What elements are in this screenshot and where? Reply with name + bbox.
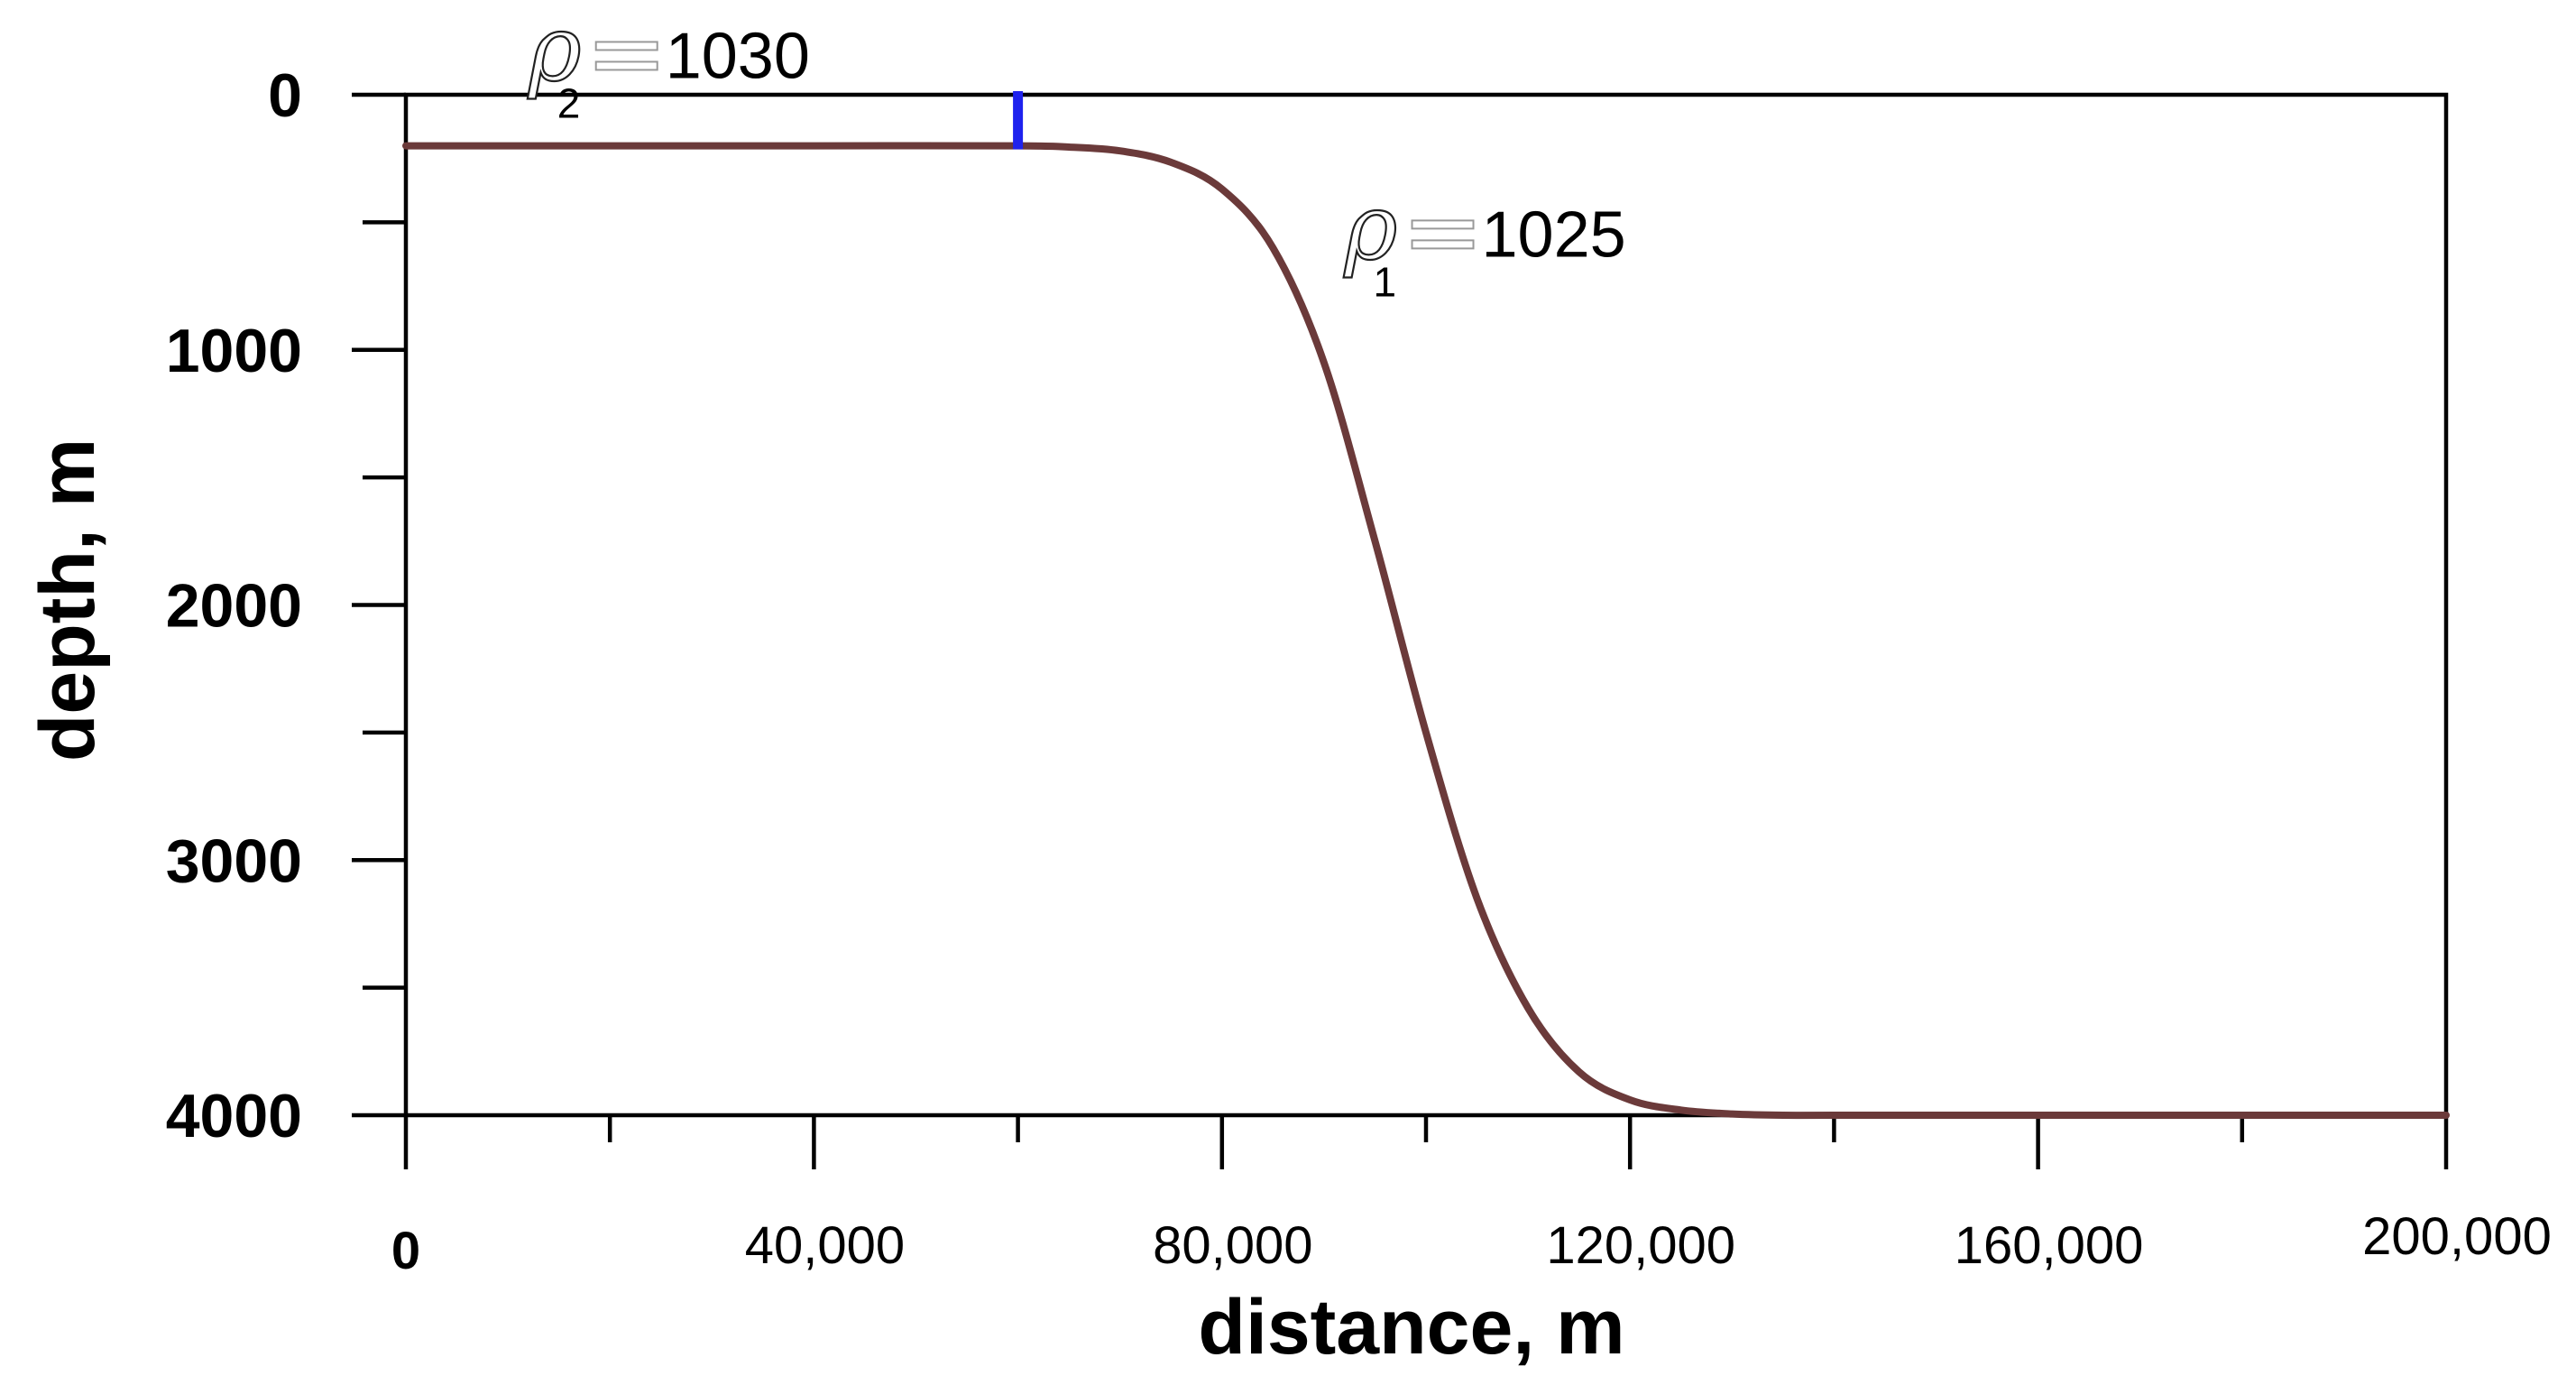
x-tick-label: 0 <box>391 1222 420 1280</box>
rho-subscript: 2 <box>557 79 581 126</box>
rho-symbol: ρ <box>528 0 582 101</box>
density-value: 1025 <box>1482 199 1626 271</box>
x-axis-label: distance, m <box>1198 1284 1624 1371</box>
density-value: 1030 <box>666 20 810 92</box>
y-tick-label: 2000 <box>166 572 302 641</box>
y-axis-label: depth, m <box>24 439 111 762</box>
x-tick-label: 80,000 <box>1153 1216 1312 1275</box>
data-series <box>402 142 2450 1120</box>
equals-bar-bottom <box>594 60 658 71</box>
density-label-1: ρ1 1025 <box>1342 173 1626 305</box>
y-tick-label: 4000 <box>166 1082 302 1150</box>
rho-symbol: ρ <box>1344 174 1398 280</box>
y-tick-label: 0 <box>268 61 302 130</box>
equals-bar-bottom <box>1411 239 1475 250</box>
equals-bar-top <box>594 41 658 51</box>
interface-curve <box>402 142 2450 1120</box>
y-tick-label: 1000 <box>166 317 302 385</box>
y-tick-label: 3000 <box>166 826 302 895</box>
density-label-2: ρ2 1030 <box>527 0 810 126</box>
x-tick-label: 160,000 <box>1955 1216 2144 1275</box>
tick-labels: 0 1000 2000 3000 4000 0 40,000 80,000 120,000 160… <box>166 61 2552 1280</box>
x-tick-label: 120,000 <box>1546 1216 1735 1275</box>
axis-ticks <box>352 92 2449 1169</box>
rho-subscript: 1 <box>1374 258 1397 305</box>
x-tick-label: 200,000 <box>2362 1207 2552 1266</box>
x-tick-label: 40,000 <box>745 1216 905 1275</box>
equals-bar-top <box>1411 219 1475 230</box>
